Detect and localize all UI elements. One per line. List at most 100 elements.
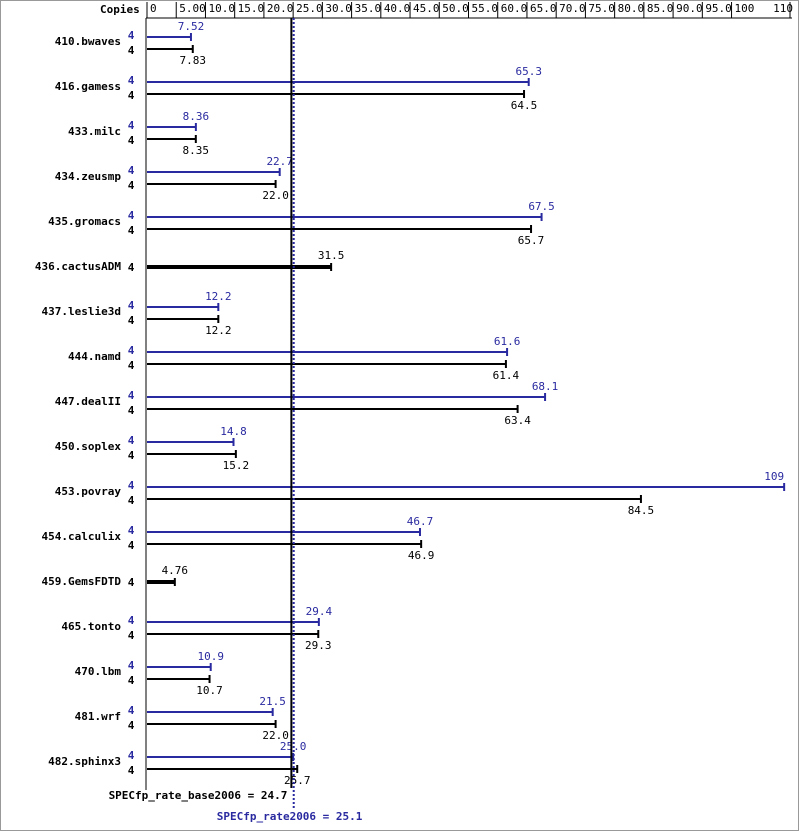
copies: 4 <box>128 314 135 327</box>
category-label: 416.gamess <box>55 80 121 93</box>
value-label: 22.0 <box>262 729 289 742</box>
bar <box>147 633 319 635</box>
x-tick-label: 25.0 <box>296 2 323 15</box>
bar <box>147 768 298 770</box>
bar <box>147 216 542 218</box>
copies: 4 <box>128 404 135 417</box>
category-label: 447.dealII <box>55 395 121 408</box>
copies: 4 <box>128 719 135 732</box>
copies: 4 <box>128 434 135 447</box>
value-label: 61.4 <box>493 369 520 382</box>
bar <box>147 228 532 230</box>
value-label: 109 <box>764 470 784 483</box>
x-tick-label: 55.0 <box>472 2 499 15</box>
copies: 4 <box>128 659 135 672</box>
category-label: 482.sphinx3 <box>48 755 121 768</box>
category-label: 465.tonto <box>61 620 121 633</box>
copies: 4 <box>128 389 135 402</box>
category-label: 435.gromacs <box>48 215 121 228</box>
value-label: 64.5 <box>511 99 538 112</box>
value-label: 25.7 <box>284 774 311 787</box>
copies: 4 <box>128 344 135 357</box>
value-label: 67.5 <box>528 200 555 213</box>
x-tick-label: 10.0 <box>208 2 235 15</box>
category-label: 453.povray <box>55 485 122 498</box>
copies: 4 <box>128 764 135 777</box>
copies: 4 <box>128 524 135 537</box>
value-label: 12.2 <box>205 290 232 303</box>
value-label: 61.6 <box>494 335 521 348</box>
copies: 4 <box>128 704 135 717</box>
copies: 4 <box>128 44 135 57</box>
bar <box>147 265 332 269</box>
category-label: 444.namd <box>68 350 121 363</box>
copies: 4 <box>128 74 135 87</box>
category-label: 450.soplex <box>55 440 122 453</box>
bar <box>147 756 294 758</box>
copies: 4 <box>128 629 135 642</box>
value-label: 22.0 <box>262 189 289 202</box>
value-label: 29.3 <box>305 639 332 652</box>
copies: 4 <box>128 299 135 312</box>
copies: 4 <box>128 479 135 492</box>
bar <box>147 453 236 455</box>
copies: 4 <box>128 179 135 192</box>
x-tick-label: 20.0 <box>267 2 294 15</box>
value-label: 10.9 <box>197 650 224 663</box>
bar <box>147 723 276 725</box>
x-tick-label: 85.0 <box>647 2 674 15</box>
bar <box>147 93 525 95</box>
x-tick-label: 65.0 <box>530 2 557 15</box>
value-label: 46.9 <box>408 549 435 562</box>
copies: 4 <box>128 89 135 102</box>
value-label: 15.2 <box>223 459 250 472</box>
peak-metric-label: SPECfp_rate2006 = 25.1 <box>217 810 363 823</box>
base-metric-label: SPECfp_rate_base2006 = 24.7 <box>109 789 288 802</box>
value-label: 22.7 <box>266 155 293 168</box>
x-tick-label: 100 <box>735 2 755 15</box>
value-label: 4.76 <box>162 564 189 577</box>
category-label: 436.cactusADM <box>35 260 121 273</box>
bar <box>147 531 420 533</box>
value-label: 65.3 <box>515 65 542 78</box>
value-label: 65.7 <box>518 234 545 247</box>
bar <box>147 363 506 365</box>
copies: 4 <box>128 164 135 177</box>
bar <box>147 351 508 353</box>
value-label: 12.2 <box>205 324 232 337</box>
x-tick-label: 0 <box>150 2 157 15</box>
bar <box>147 498 641 500</box>
bar <box>147 678 210 680</box>
bar <box>147 138 196 140</box>
bar <box>147 441 234 443</box>
bar <box>147 621 319 623</box>
copies: 4 <box>128 261 135 274</box>
bar <box>147 126 196 128</box>
bar <box>147 666 211 668</box>
value-label: 14.8 <box>220 425 247 438</box>
copies: 4 <box>128 614 135 627</box>
x-tick-label: 75.0 <box>588 2 615 15</box>
category-label: 454.calculix <box>42 530 122 543</box>
bar <box>147 396 546 398</box>
value-label: 7.52 <box>178 20 205 33</box>
value-label: 8.36 <box>183 110 210 123</box>
x-tick-label: 90.0 <box>676 2 703 15</box>
value-label: 21.5 <box>259 695 286 708</box>
value-label: 31.5 <box>318 249 345 262</box>
copies: 4 <box>128 359 135 372</box>
x-tick-label: 45.0 <box>413 2 440 15</box>
category-label: 459.GemsFDTD <box>42 575 122 588</box>
category-label: 437.leslie3d <box>42 305 121 318</box>
value-label: 7.83 <box>180 54 207 67</box>
category-label: 433.milc <box>68 125 121 138</box>
bar <box>147 711 273 713</box>
copies: 4 <box>128 494 135 507</box>
value-label: 29.4 <box>306 605 333 618</box>
bar <box>147 36 191 38</box>
value-label: 10.7 <box>196 684 223 697</box>
x-tick-label: 30.0 <box>325 2 352 15</box>
x-tick-label: 80.0 <box>618 2 645 15</box>
